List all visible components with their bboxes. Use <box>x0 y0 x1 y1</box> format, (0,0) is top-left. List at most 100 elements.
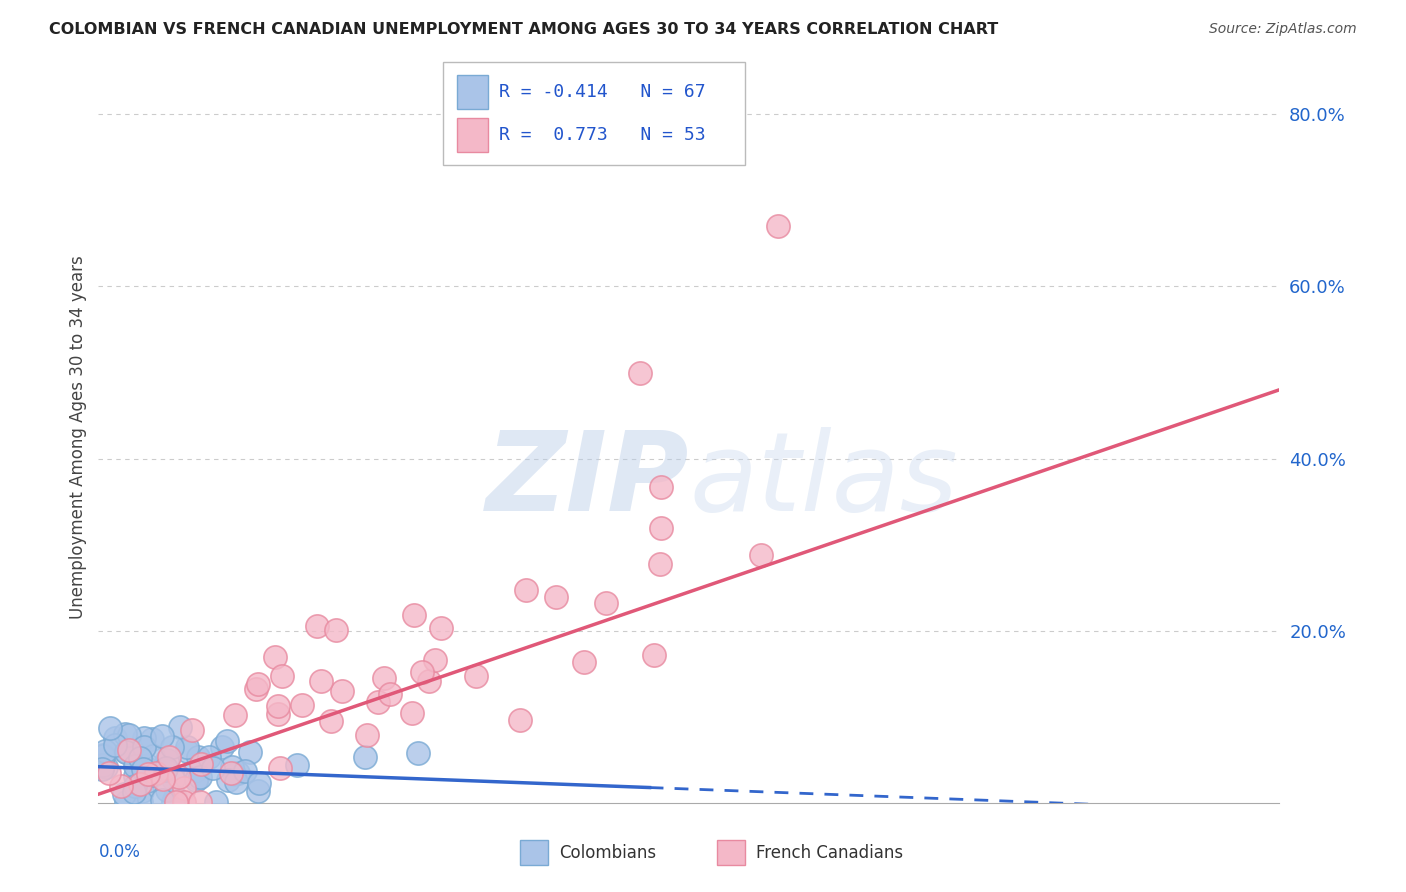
Point <box>247 784 270 798</box>
Text: R =  0.773   N = 53: R = 0.773 N = 53 <box>499 126 706 144</box>
Point <box>187 749 209 764</box>
Point <box>173 795 195 809</box>
Point <box>150 793 173 807</box>
Point <box>142 768 165 782</box>
Point <box>245 681 267 696</box>
Point <box>132 763 155 777</box>
Point <box>246 677 269 691</box>
Text: COLOMBIAN VS FRENCH CANADIAN UNEMPLOYMENT AMONG AGES 30 TO 34 YEARS CORRELATION : COLOMBIAN VS FRENCH CANADIAN UNEMPLOYMEN… <box>49 22 998 37</box>
Point <box>225 774 247 789</box>
Y-axis label: Unemployment Among Ages 30 to 34 years: Unemployment Among Ages 30 to 34 years <box>69 255 87 619</box>
Point <box>574 655 596 669</box>
Point <box>155 761 177 775</box>
Point <box>128 776 150 790</box>
Point <box>156 783 179 797</box>
Point <box>169 770 191 784</box>
Point <box>156 753 179 767</box>
Point <box>595 596 617 610</box>
Point <box>267 698 290 713</box>
Point <box>152 730 174 744</box>
Point <box>141 748 163 763</box>
Point <box>190 756 212 771</box>
Point <box>155 763 177 777</box>
Point <box>94 759 117 773</box>
Point <box>94 743 117 757</box>
Point <box>163 789 186 804</box>
Point <box>97 766 120 780</box>
Point <box>124 769 146 783</box>
Point <box>425 653 447 667</box>
Point <box>160 739 183 754</box>
Point <box>401 706 423 720</box>
Point <box>166 795 188 809</box>
Point <box>98 722 121 736</box>
Text: French Canadians: French Canadians <box>756 844 904 862</box>
Point <box>184 764 207 779</box>
Point <box>91 749 114 764</box>
Point <box>418 673 440 688</box>
Point <box>291 698 314 712</box>
Point <box>356 728 378 742</box>
Point <box>114 726 136 740</box>
Point <box>125 757 148 772</box>
Point <box>515 583 537 598</box>
Point <box>118 743 141 757</box>
Point <box>224 766 246 780</box>
Point <box>224 707 246 722</box>
Point <box>104 731 127 745</box>
Point <box>176 739 198 754</box>
Point <box>766 219 789 234</box>
Point <box>141 731 163 746</box>
Point <box>132 739 155 754</box>
Point <box>124 779 146 793</box>
Point <box>749 549 772 563</box>
Point <box>373 671 395 685</box>
Point <box>202 761 225 775</box>
Point <box>650 480 672 494</box>
Point <box>367 695 389 709</box>
Text: atlas: atlas <box>689 427 957 534</box>
Point <box>217 734 239 748</box>
Point <box>131 784 153 798</box>
Point <box>325 623 347 637</box>
Point <box>131 795 153 809</box>
Point <box>269 761 291 775</box>
Point <box>114 745 136 759</box>
Point <box>430 621 453 635</box>
Point <box>145 765 167 780</box>
Point <box>311 673 333 688</box>
Point <box>157 749 180 764</box>
Point <box>122 785 145 799</box>
Point <box>188 770 211 784</box>
Point <box>217 772 239 787</box>
Point <box>404 607 426 622</box>
Point <box>628 366 651 380</box>
Point <box>235 764 257 778</box>
Point <box>285 758 308 772</box>
Point <box>124 759 146 773</box>
Point <box>135 758 157 772</box>
Point <box>198 750 221 764</box>
Point <box>176 744 198 758</box>
Point <box>239 745 262 759</box>
Point <box>411 665 433 679</box>
Text: R = -0.414   N = 67: R = -0.414 N = 67 <box>499 83 706 101</box>
Point <box>132 759 155 773</box>
Point <box>226 765 249 780</box>
Text: Source: ZipAtlas.com: Source: ZipAtlas.com <box>1209 22 1357 37</box>
Point <box>173 780 195 795</box>
Point <box>114 795 136 809</box>
Point <box>247 775 270 789</box>
Point <box>378 688 401 702</box>
Point <box>650 521 672 535</box>
Text: Colombians: Colombians <box>560 844 657 862</box>
Point <box>162 772 184 787</box>
Point <box>136 774 159 789</box>
Point <box>270 669 292 683</box>
Point <box>464 669 486 683</box>
Text: ZIP: ZIP <box>485 427 689 534</box>
Text: 0.0%: 0.0% <box>98 843 141 861</box>
Point <box>112 787 135 801</box>
Point <box>115 745 138 759</box>
Point <box>650 558 672 572</box>
